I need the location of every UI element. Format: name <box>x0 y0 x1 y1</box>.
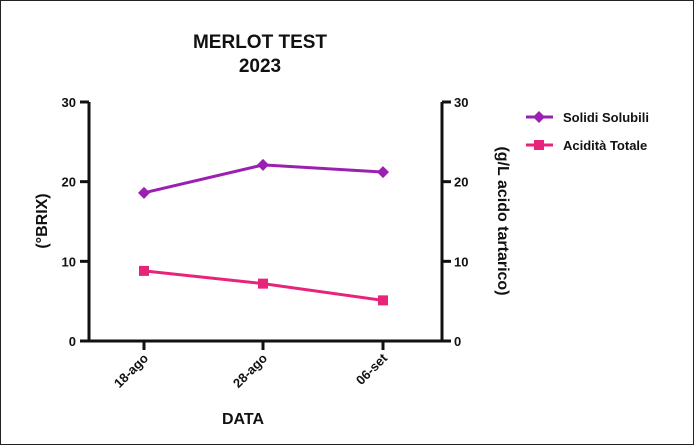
legend: Solidi Solubili Acidità Totale <box>526 110 649 153</box>
y-left-tick-label: 0 <box>69 334 76 349</box>
y-left-tick-label: 20 <box>62 175 76 190</box>
data-point-square <box>139 265 149 276</box>
y-right-tick-label: 0 <box>454 334 461 349</box>
legend-marker-0 <box>533 111 545 123</box>
x-tick-label: 28-ago <box>230 350 270 390</box>
y-axis-left-label: (°BRIX) <box>34 193 51 248</box>
data-point-square <box>258 278 268 289</box>
axes: 0 0 10 10 20 20 30 30 18-ago 28-ago 06-set <box>62 95 469 391</box>
legend-label-1: Acidità Totale <box>563 138 647 153</box>
data-point-diamond <box>257 158 269 171</box>
y-right-tick-label: 30 <box>454 95 468 110</box>
y-right-tick-label: 20 <box>454 175 468 190</box>
data-point-square <box>378 295 388 306</box>
x-tick-label: 06-set <box>353 350 391 388</box>
legend-marker-1 <box>534 140 544 150</box>
chart-subtitle: 2023 <box>239 56 281 77</box>
x-tick-label: 18-ago <box>111 350 151 390</box>
y-axis-right-label: (g/L acido tartarico) <box>494 146 511 295</box>
x-axis-label: DATA <box>222 411 265 428</box>
y-left-tick-label: 10 <box>62 254 76 269</box>
y-left-tick-label: 30 <box>62 95 76 110</box>
data-point-diamond <box>377 166 389 179</box>
legend-label-0: Solidi Solubili <box>563 110 649 125</box>
series-layer <box>138 158 389 306</box>
y-right-tick-label: 10 <box>454 254 468 269</box>
chart-title: MERLOT TEST <box>193 32 327 53</box>
data-point-diamond <box>138 186 150 199</box>
